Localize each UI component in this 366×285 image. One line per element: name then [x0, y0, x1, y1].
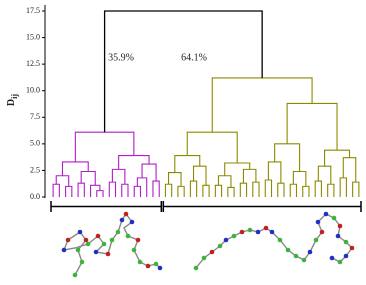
- dendrogram-link: [264, 179, 273, 197]
- dendrogram-link: [186, 131, 238, 163]
- dendrogram-link: [174, 154, 201, 173]
- dendrogram-link: [96, 190, 104, 197]
- y-label-sub: ij: [10, 94, 19, 99]
- dendrogram-link: [239, 182, 248, 197]
- dendrogram-link: [202, 184, 210, 197]
- dendrogram-link: [314, 180, 322, 197]
- cluster-bracket: [162, 201, 362, 212]
- dendrogram-link: [164, 183, 173, 197]
- dendrogram-link: [227, 186, 235, 197]
- dendrogram-link: [65, 185, 73, 197]
- dendrogram-link: [177, 185, 185, 197]
- dendrogram-link: [77, 182, 85, 197]
- dendrogram-link: [192, 165, 207, 186]
- dendrogram-link: [267, 161, 282, 184]
- y-tick-label: 17.5: [26, 6, 40, 15]
- dendrogram-link: [121, 183, 129, 197]
- dendrogram-link: [252, 181, 260, 197]
- dendrogram-link: [242, 168, 257, 184]
- dendrogram-link: [224, 162, 251, 176]
- dendrogram-link: [90, 184, 101, 197]
- dendrogram-link: [136, 177, 148, 197]
- dendrogram-link: [189, 180, 198, 197]
- dendrogram-link: [133, 185, 142, 197]
- dendrogram-link: [52, 183, 60, 197]
- y-tick-label: 0.0: [30, 192, 40, 201]
- y-tick-label: 2.5: [30, 165, 40, 174]
- dendrogram-link: [342, 157, 357, 183]
- y-tick-label: 5.0: [30, 139, 40, 148]
- molecule-left: [61, 211, 163, 278]
- dendrogram-link: [352, 181, 360, 197]
- dendrogram-link: [108, 181, 117, 197]
- dendrogram-link: [111, 168, 126, 185]
- dendrogram-link: [286, 102, 338, 151]
- dendrogram-link: [55, 175, 70, 187]
- cluster-bracket: [50, 201, 163, 212]
- dendrogram-link: [74, 131, 135, 162]
- dendrogram-link: [141, 163, 157, 182]
- molecule-right: [193, 211, 355, 271]
- dendrogram-link: [214, 184, 223, 197]
- y-axis-label: Dij: [6, 94, 19, 106]
- dendrogram-link: [152, 180, 160, 197]
- y-tick-label: 12.5: [26, 59, 40, 68]
- dendrogram-link: [274, 143, 301, 172]
- dendrogram-link: [103, 10, 263, 133]
- y-tick-label: 10.0: [26, 86, 40, 95]
- dendrogram-link: [61, 161, 89, 176]
- dendrogram-link: [327, 183, 335, 197]
- annotation: 64.1%: [181, 52, 207, 63]
- annotation: 35.9%: [108, 52, 134, 63]
- dendrogram-link: [289, 183, 298, 197]
- y-tick-label: 7.5: [30, 112, 40, 121]
- dendrogram-link: [302, 185, 310, 197]
- dendrogram-link: [277, 182, 285, 197]
- dendrogram-link: [211, 77, 313, 133]
- y-tick-label: 15.0: [26, 32, 40, 41]
- dendrogram-link: [339, 177, 347, 197]
- dendrogram-link: [217, 175, 232, 188]
- dendrogram-link: [118, 154, 150, 170]
- y-label-main: D: [6, 99, 17, 106]
